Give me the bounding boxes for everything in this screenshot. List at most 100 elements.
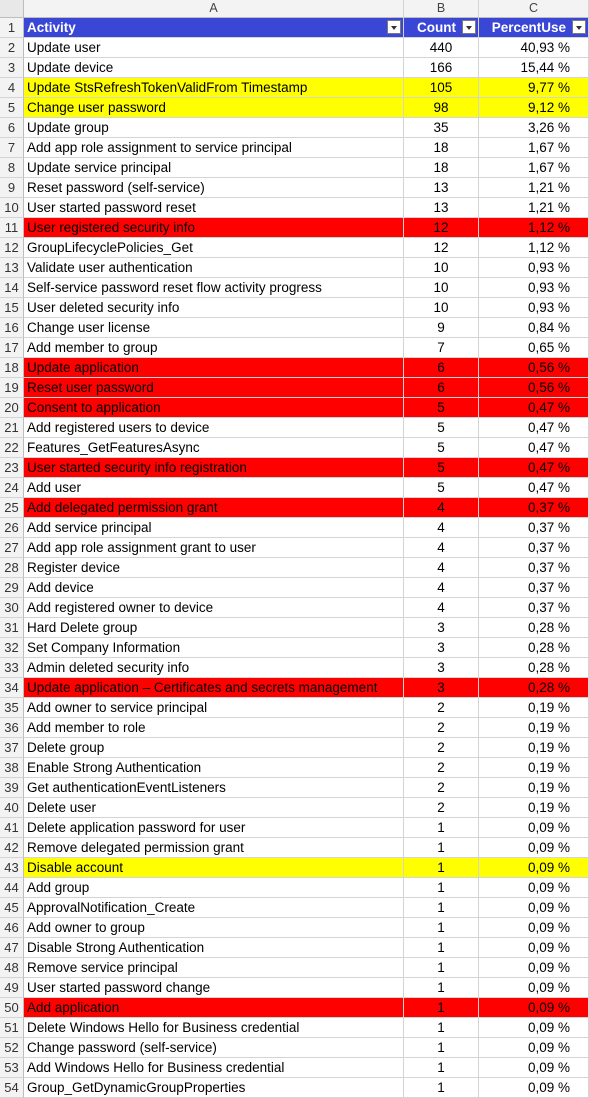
cell-percentuse[interactable]: 1,21 % xyxy=(479,198,589,218)
cell-percentuse[interactable]: 0,37 % xyxy=(479,538,589,558)
row-number[interactable]: 5 xyxy=(0,98,24,118)
row-number[interactable]: 50 xyxy=(0,998,24,1018)
cell-activity[interactable]: Remove service principal xyxy=(24,958,404,978)
row-number[interactable]: 3 xyxy=(0,58,24,78)
cell-activity[interactable]: Disable Strong Authentication xyxy=(24,938,404,958)
cell-percentuse[interactable]: 0,09 % xyxy=(479,998,589,1018)
cell-percentuse[interactable]: 0,84 % xyxy=(479,318,589,338)
cell-percentuse[interactable]: 0,19 % xyxy=(479,718,589,738)
cell-percentuse[interactable]: 0,28 % xyxy=(479,658,589,678)
cell-activity[interactable]: User started security info registration xyxy=(24,458,404,478)
filter-dropdown-icon[interactable] xyxy=(462,20,476,34)
cell-count[interactable]: 4 xyxy=(404,518,479,538)
cell-activity[interactable]: User started password reset xyxy=(24,198,404,218)
row-number[interactable]: 33 xyxy=(0,658,24,678)
cell-count[interactable]: 1 xyxy=(404,1058,479,1078)
cell-percentuse[interactable]: 0,09 % xyxy=(479,918,589,938)
cell-activity[interactable]: Disable account xyxy=(24,858,404,878)
cell-percentuse[interactable]: 0,65 % xyxy=(479,338,589,358)
cell-percentuse[interactable]: 1,67 % xyxy=(479,138,589,158)
row-number[interactable]: 36 xyxy=(0,718,24,738)
cell-count[interactable]: 10 xyxy=(404,278,479,298)
row-number[interactable]: 25 xyxy=(0,498,24,518)
cell-percentuse[interactable]: 0,09 % xyxy=(479,938,589,958)
row-number[interactable]: 47 xyxy=(0,938,24,958)
row-number[interactable]: 9 xyxy=(0,178,24,198)
row-number[interactable]: 4 xyxy=(0,78,24,98)
row-number[interactable]: 8 xyxy=(0,158,24,178)
cell-activity[interactable]: Update application – Certificates and se… xyxy=(24,678,404,698)
row-number[interactable]: 14 xyxy=(0,278,24,298)
cell-percentuse[interactable]: 0,09 % xyxy=(479,978,589,998)
cell-percentuse[interactable]: 1,12 % xyxy=(479,218,589,238)
filter-dropdown-icon[interactable] xyxy=(572,20,586,34)
cell-count[interactable]: 3 xyxy=(404,618,479,638)
cell-activity[interactable]: Add registered owner to device xyxy=(24,598,404,618)
cell-percentuse[interactable]: 0,09 % xyxy=(479,1058,589,1078)
cell-count[interactable]: 1 xyxy=(404,938,479,958)
cell-activity[interactable]: User deleted security info xyxy=(24,298,404,318)
cell-count[interactable]: 18 xyxy=(404,138,479,158)
cell-count[interactable]: 98 xyxy=(404,98,479,118)
cell-percentuse[interactable]: 0,19 % xyxy=(479,758,589,778)
row-number[interactable]: 46 xyxy=(0,918,24,938)
cell-activity[interactable]: Group_GetDynamicGroupProperties xyxy=(24,1078,404,1098)
cell-activity[interactable]: Add owner to service principal xyxy=(24,698,404,718)
cell-percentuse[interactable]: 0,37 % xyxy=(479,518,589,538)
cell-count[interactable]: 1 xyxy=(404,898,479,918)
cell-activity[interactable]: Update device xyxy=(24,58,404,78)
cell-percentuse[interactable]: 9,77 % xyxy=(479,78,589,98)
cell-count[interactable]: 6 xyxy=(404,358,479,378)
cell-activity[interactable]: Delete Windows Hello for Business creden… xyxy=(24,1018,404,1038)
cell-count[interactable]: 5 xyxy=(404,478,479,498)
cell-count[interactable]: 13 xyxy=(404,178,479,198)
row-number[interactable]: 2 xyxy=(0,38,24,58)
cell-activity[interactable]: Delete user xyxy=(24,798,404,818)
cell-count[interactable]: 2 xyxy=(404,718,479,738)
cell-activity[interactable]: Change user password xyxy=(24,98,404,118)
row-number[interactable]: 24 xyxy=(0,478,24,498)
cell-activity[interactable]: Delete group xyxy=(24,738,404,758)
row-number[interactable]: 21 xyxy=(0,418,24,438)
cell-activity[interactable]: Update user xyxy=(24,38,404,58)
cell-count[interactable]: 440 xyxy=(404,38,479,58)
row-number[interactable]: 41 xyxy=(0,818,24,838)
row-number[interactable]: 7 xyxy=(0,138,24,158)
row-number[interactable]: 6 xyxy=(0,118,24,138)
cell-percentuse[interactable]: 0,19 % xyxy=(479,778,589,798)
cell-percentuse[interactable]: 0,37 % xyxy=(479,598,589,618)
cell-activity[interactable]: Update application xyxy=(24,358,404,378)
cell-activity[interactable]: Get authenticationEventListeners xyxy=(24,778,404,798)
cell-activity[interactable]: Change password (self-service) xyxy=(24,1038,404,1058)
cell-activity[interactable]: User started password change xyxy=(24,978,404,998)
cell-count[interactable]: 1 xyxy=(404,818,479,838)
cell-activity[interactable]: Add app role assignment to service princ… xyxy=(24,138,404,158)
cell-activity[interactable]: Reset password (self-service) xyxy=(24,178,404,198)
cell-percentuse[interactable]: 0,37 % xyxy=(479,578,589,598)
cell-activity[interactable]: Add user xyxy=(24,478,404,498)
row-number[interactable]: 42 xyxy=(0,838,24,858)
cell-activity[interactable]: Admin deleted security info xyxy=(24,658,404,678)
row-number[interactable]: 12 xyxy=(0,238,24,258)
cell-activity[interactable]: Delete application password for user xyxy=(24,818,404,838)
row-number[interactable]: 34 xyxy=(0,678,24,698)
cell-count[interactable]: 1 xyxy=(404,958,479,978)
cell-activity[interactable]: Reset user password xyxy=(24,378,404,398)
cell-count[interactable]: 13 xyxy=(404,198,479,218)
cell-percentuse[interactable]: 0,47 % xyxy=(479,438,589,458)
cell-percentuse[interactable]: 1,67 % xyxy=(479,158,589,178)
row-number[interactable]: 38 xyxy=(0,758,24,778)
row-number[interactable]: 53 xyxy=(0,1058,24,1078)
cell-count[interactable]: 2 xyxy=(404,758,479,778)
cell-percentuse[interactable]: 0,47 % xyxy=(479,478,589,498)
cell-percentuse[interactable]: 0,37 % xyxy=(479,558,589,578)
cell-count[interactable]: 1 xyxy=(404,918,479,938)
cell-count[interactable]: 12 xyxy=(404,218,479,238)
cell-count[interactable]: 2 xyxy=(404,778,479,798)
row-number[interactable]: 43 xyxy=(0,858,24,878)
row-number[interactable]: 44 xyxy=(0,878,24,898)
cell-activity[interactable]: Add device xyxy=(24,578,404,598)
cell-activity[interactable]: Change user license xyxy=(24,318,404,338)
cell-activity[interactable]: Add member to role xyxy=(24,718,404,738)
cell-count[interactable]: 1 xyxy=(404,1078,479,1098)
